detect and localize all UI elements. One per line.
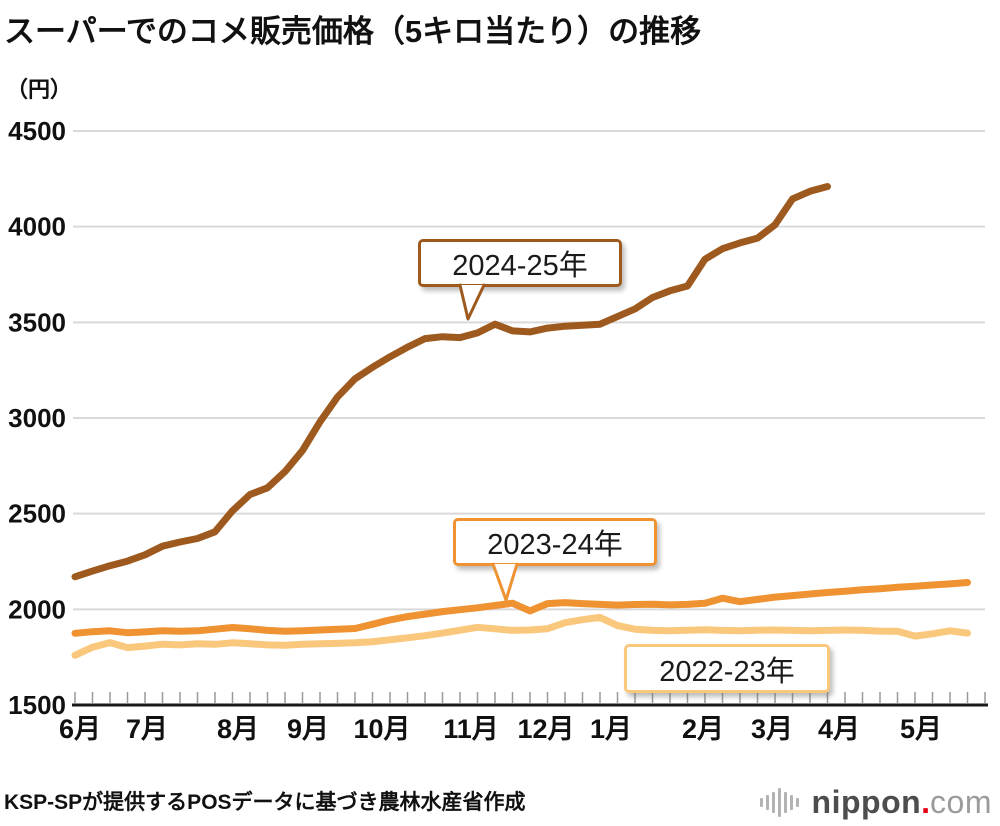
annotation-2023-24-label: 2023-24年	[487, 529, 623, 561]
annotation-2022-23-label: 2022-23年	[659, 655, 795, 688]
annotation-2024-25-label: 2024-25年	[452, 250, 588, 282]
soundwave-bar	[795, 797, 799, 807]
annotation-2023-24: 2023-24年	[453, 518, 657, 602]
source-note: KSP-SPが提供するPOSデータに基づき農林水産省作成	[4, 791, 526, 814]
y-tick-label: 4500	[8, 116, 66, 146]
annotation-2024-25: 2024-25年	[418, 239, 622, 321]
callout-pointer-2024-25	[458, 283, 486, 321]
callout-pointer-2023-24	[491, 562, 519, 602]
soundwave-bar	[765, 794, 769, 810]
x-month-label: 8月	[217, 714, 259, 744]
series-line-2023-24	[71, 579, 971, 637]
x-month-label: 1月	[590, 714, 632, 744]
x-month-label: 10月	[353, 714, 410, 744]
x-month-label: 4月	[818, 714, 860, 744]
soundwave-bar	[771, 791, 775, 813]
x-month-label: 5月	[900, 714, 942, 744]
y-tick-label: 3500	[8, 307, 66, 337]
y-axis-unit-label: （円）	[6, 77, 73, 102]
y-tick-label: 2000	[8, 594, 66, 624]
soundwave-bar	[789, 794, 793, 810]
soundwave-bar	[777, 787, 781, 817]
logo-text-tld: com	[930, 783, 992, 820]
y-tick-label: 4000	[8, 212, 66, 242]
x-month-label: 9月	[287, 714, 329, 744]
x-month-label: 3月	[751, 714, 793, 744]
nippon-com-logo: nippon. com	[759, 782, 992, 822]
x-month-label: 11月	[443, 714, 499, 744]
logo-dot: .	[921, 783, 931, 820]
soundwave-icon	[759, 787, 802, 817]
y-tick-label: 3000	[8, 403, 66, 433]
soundwave-bar	[759, 797, 763, 807]
x-month-label: 6月	[59, 714, 101, 744]
x-month-label: 2月	[682, 714, 724, 744]
annotation-2022-23: 2022-23年	[624, 644, 830, 693]
x-month-label: 12月	[517, 714, 574, 744]
series-line-2022-23	[71, 613, 971, 659]
logo-text-main: nippon	[811, 783, 922, 820]
y-tick-label: 2500	[8, 499, 66, 529]
x-month-label: 7月	[126, 714, 168, 744]
y-tick-label: 1500	[8, 690, 66, 720]
soundwave-bar	[783, 791, 787, 813]
chart-title: スーパーでのコメ販売価格（5キロ当たり）の推移	[4, 14, 702, 49]
series-line-2024-25	[71, 183, 831, 581]
